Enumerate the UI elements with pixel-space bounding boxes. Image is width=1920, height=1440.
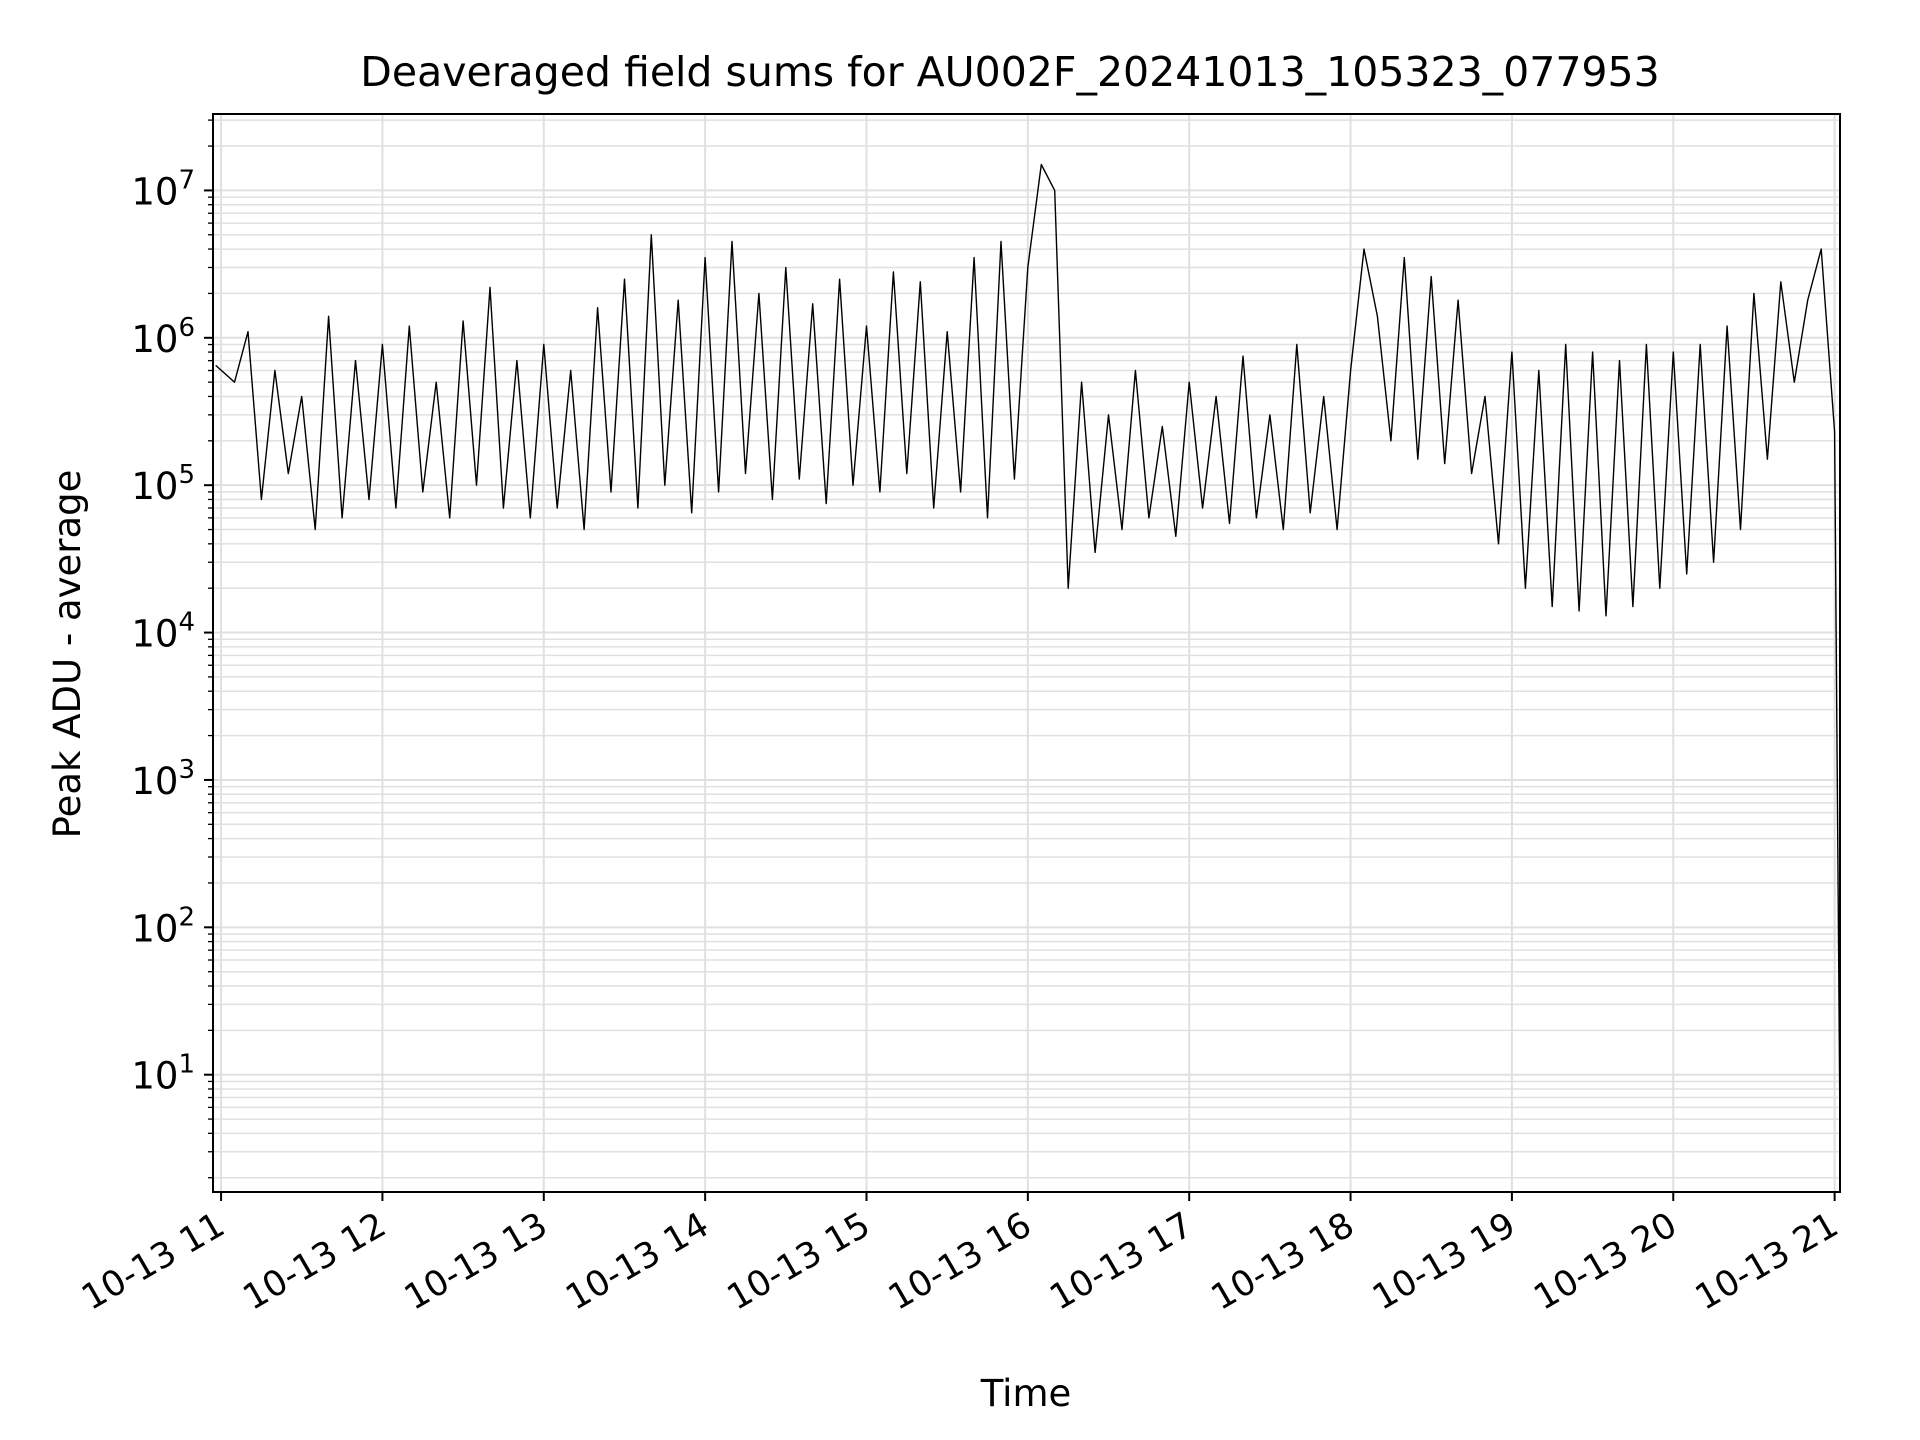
y-tick-label-exponent: 6: [178, 313, 195, 343]
x-tick-label: 10-13 19: [1366, 1205, 1522, 1318]
y-tick-label: 101: [131, 1050, 195, 1098]
x-tick-label: 10-13 18: [1205, 1205, 1361, 1318]
y-tick-label-base: 10: [131, 465, 178, 508]
y-tick-label-exponent: 3: [178, 755, 195, 785]
plot-frame: [212, 113, 1841, 1193]
y-tick-label-base: 10: [131, 170, 178, 213]
y-tick-label: 104: [131, 608, 195, 656]
y-tick-label-exponent: 7: [178, 165, 195, 195]
series-line: [215, 163, 1841, 1134]
x-tick-label: 10-13 16: [882, 1205, 1038, 1318]
y-tick-label-base: 10: [131, 760, 178, 803]
grid: [213, 114, 1840, 1192]
y-tick-label-base: 10: [131, 613, 178, 656]
y-tick-label: 103: [131, 755, 195, 803]
x-tick-label: 10-13 21: [1689, 1205, 1845, 1318]
y-tick-label-base: 10: [131, 318, 178, 361]
x-axis-ticks: 10-13 11 10-13 12 10-13 13 10-13 14 10-13 15…: [75, 1192, 1845, 1318]
x-tick-label: 10-13 13: [398, 1205, 554, 1318]
x-tick-label: 10-13 14: [559, 1205, 715, 1318]
x-tick-label: 10-13 12: [237, 1205, 393, 1318]
y-tick-label-base: 10: [131, 1055, 178, 1098]
y-tick-label: 107: [131, 165, 195, 213]
x-tick-label: 10-13 20: [1527, 1205, 1683, 1318]
y-tick-label-exponent: 1: [178, 1050, 195, 1080]
y-tick-label: 105: [131, 460, 195, 508]
x-tick-label: 10-13 15: [721, 1205, 877, 1318]
x-tick-label: 10-13 17: [1043, 1205, 1199, 1318]
chart-title: Deaveraged field sums for AU002F_2024101…: [360, 48, 1659, 96]
y-tick-label-exponent: 4: [178, 608, 195, 638]
y-tick-label-exponent: 5: [178, 460, 195, 490]
y-tick-label-base: 10: [131, 907, 178, 950]
y-tick-label-exponent: 2: [178, 902, 195, 932]
x-tick-label: 10-13 11: [75, 1205, 231, 1318]
y-axis-label: Peak ADU - average: [46, 470, 89, 839]
y-tick-label: 102: [131, 902, 195, 950]
x-axis-label: Time: [980, 1372, 1072, 1415]
y-tick-label: 106: [131, 313, 195, 361]
